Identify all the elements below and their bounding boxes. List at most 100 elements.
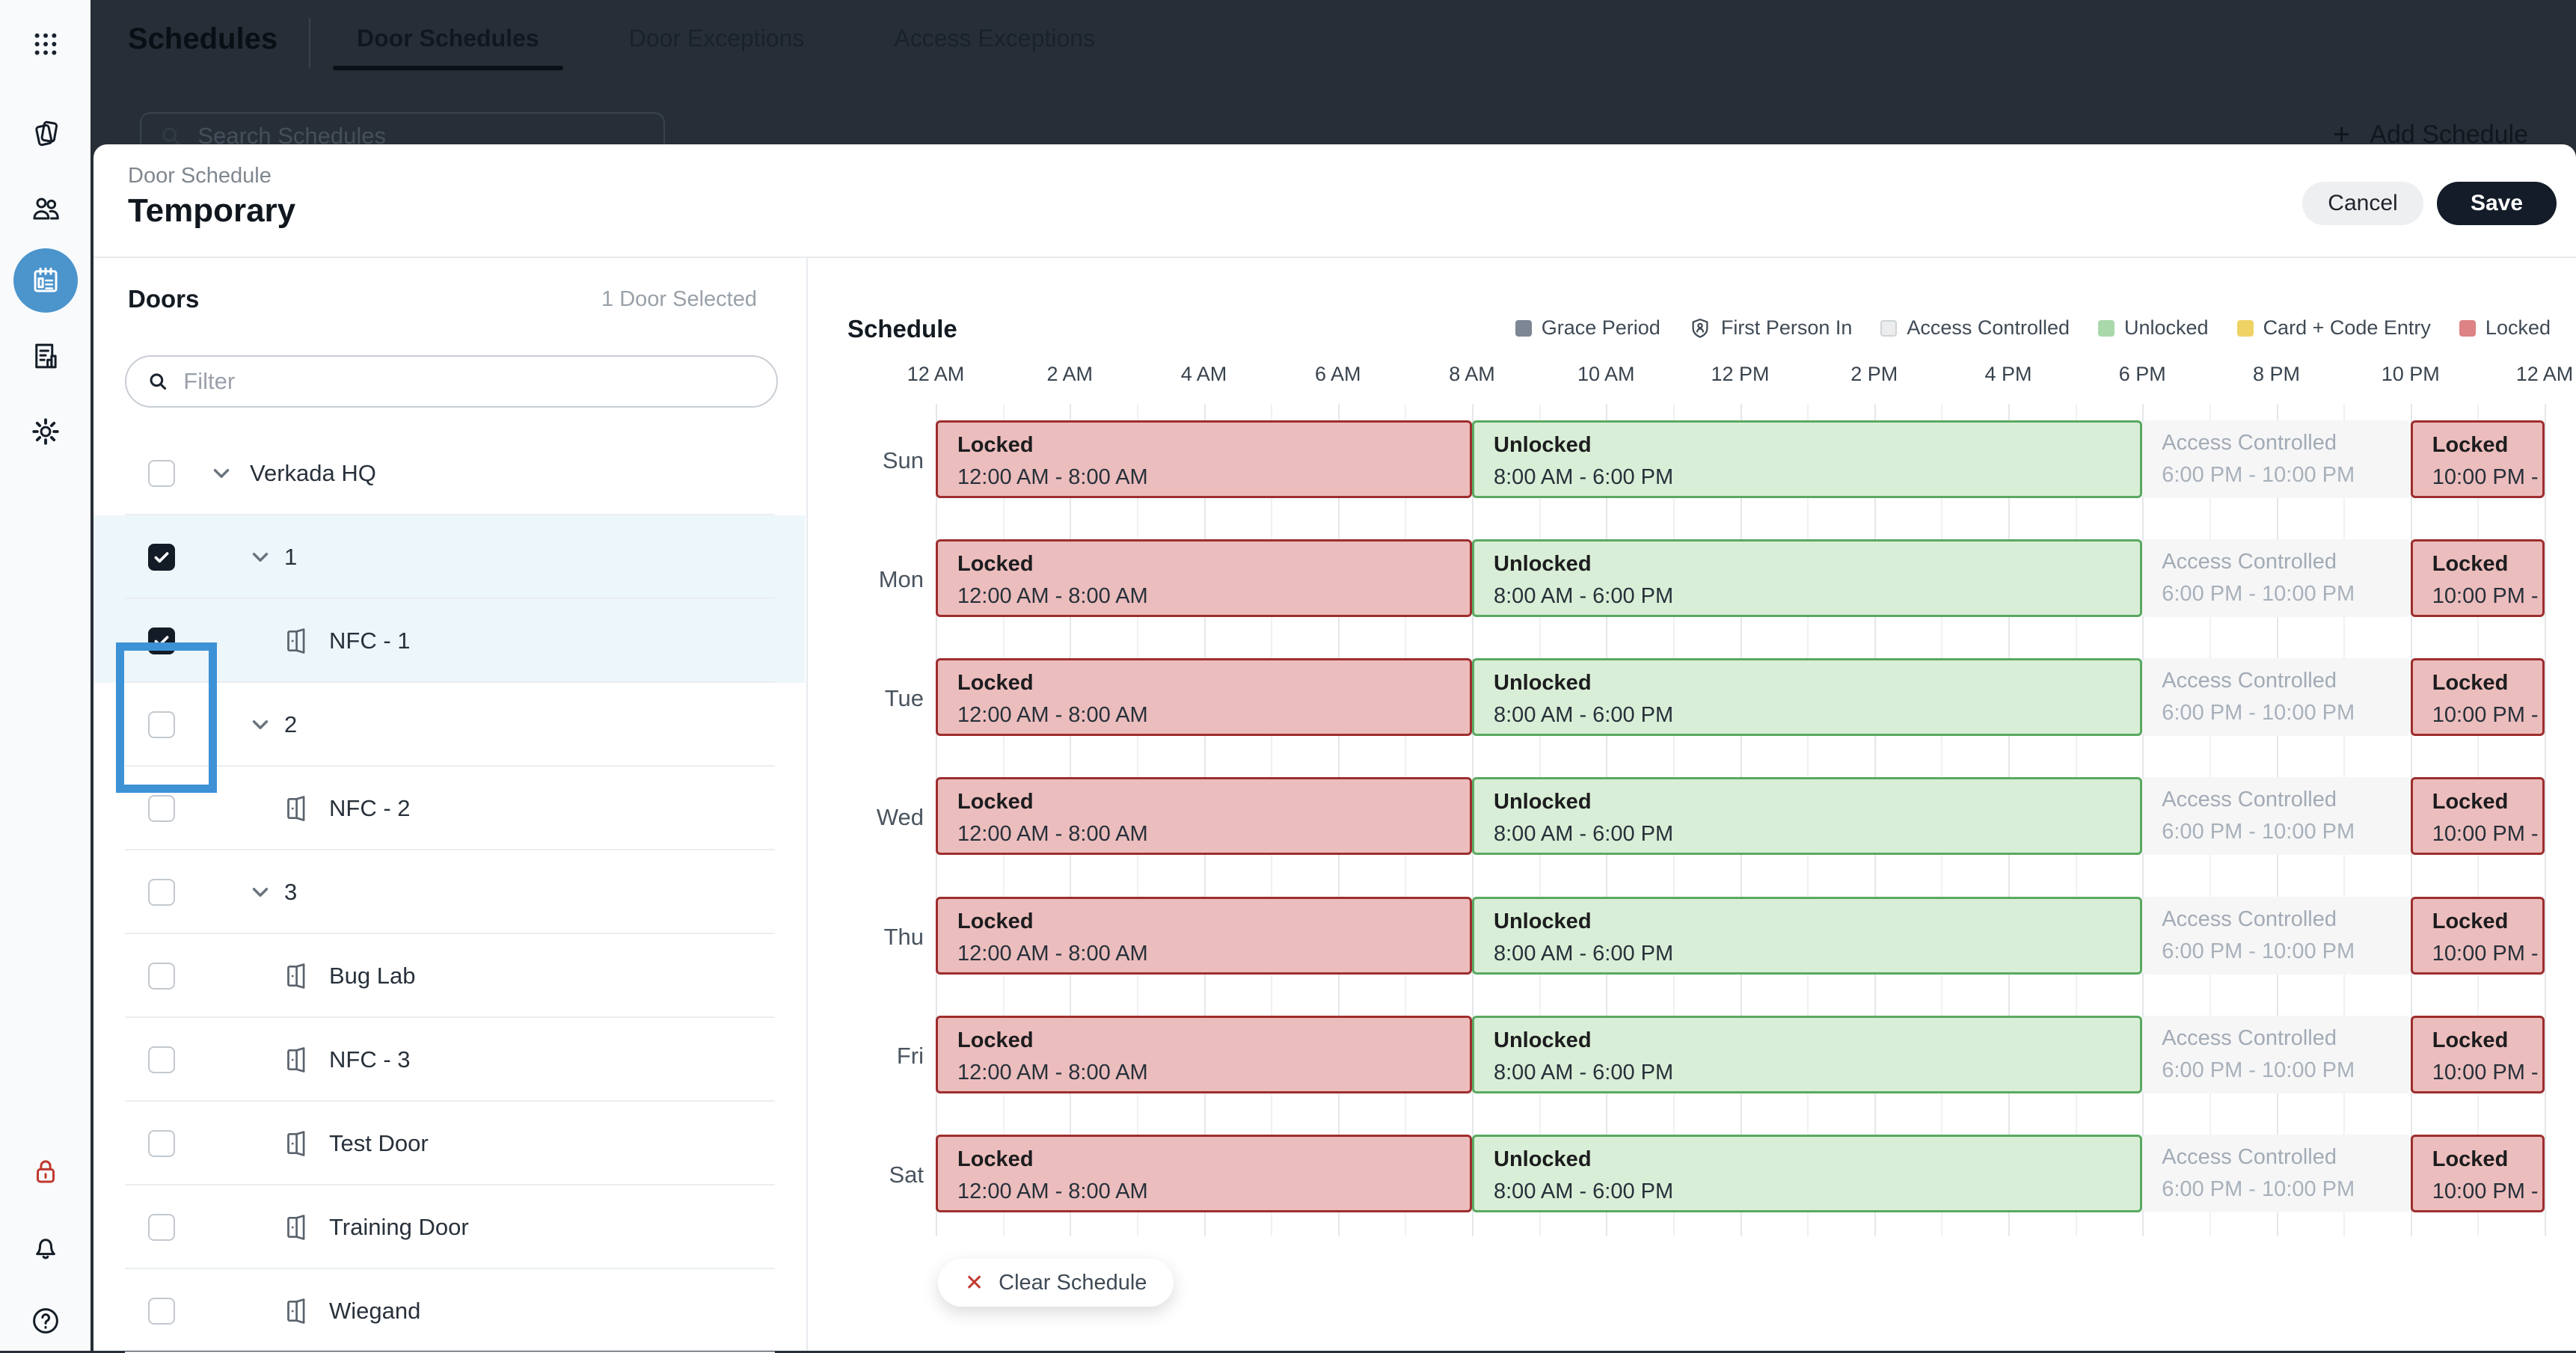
door-filter-box[interactable] bbox=[125, 355, 778, 408]
door-tree-row-nfc---3[interactable]: NFC - 3 bbox=[93, 1018, 805, 1102]
chevron-down-icon[interactable] bbox=[248, 712, 273, 737]
time-tick: 4 AM bbox=[1181, 363, 1227, 386]
door-tree-row-nfc---1[interactable]: NFC - 1 bbox=[93, 599, 805, 683]
day-label-wed: Wed bbox=[809, 804, 924, 831]
door-checkbox[interactable] bbox=[148, 711, 175, 738]
day-label-fri: Fri bbox=[809, 1043, 924, 1070]
notifications-bell-icon[interactable] bbox=[28, 1230, 63, 1264]
block-state-label: Access Controlled bbox=[2162, 1145, 2411, 1170]
block-state-label: Locked bbox=[2432, 671, 2542, 696]
door-checkbox[interactable] bbox=[148, 795, 175, 822]
schedule-name-title: Temporary bbox=[128, 192, 295, 230]
block-time-range: 10:00 PM - 12:00 AM bbox=[2432, 942, 2542, 966]
block-state-label: Unlocked bbox=[1494, 790, 2140, 814]
site-tree-row-3[interactable]: 3 bbox=[93, 850, 805, 934]
block-state-label: Unlocked bbox=[1494, 909, 2140, 934]
clear-schedule-button[interactable]: ✕ Clear Schedule bbox=[938, 1259, 1174, 1307]
door-tree: Verkada HQ 1 NFC - 1 2 NFC - 2 3 Bug Lab NFC - … bbox=[93, 432, 806, 1351]
calendar-icon[interactable] bbox=[13, 248, 78, 313]
site-tree-row-verkada-hq[interactable]: Verkada HQ bbox=[93, 432, 805, 515]
chevron-down-icon[interactable] bbox=[209, 461, 234, 486]
door-tree-row-training-door[interactable]: Training Door bbox=[93, 1185, 805, 1269]
day-label-mon: Mon bbox=[809, 566, 924, 593]
door-checkbox[interactable] bbox=[148, 460, 175, 487]
door-checkbox[interactable] bbox=[148, 879, 175, 906]
legend-item-locked: Locked bbox=[2459, 316, 2551, 340]
time-tick: 8 AM bbox=[1449, 363, 1495, 386]
schedule-block-sat-locked-3[interactable]: Locked 10:00 PM - 12:00 AM bbox=[2411, 1135, 2545, 1212]
door-checkbox[interactable] bbox=[148, 628, 175, 654]
site-tree-row-2[interactable]: 2 bbox=[93, 683, 805, 767]
tree-row-label: NFC - 3 bbox=[329, 1046, 411, 1073]
door-checkbox[interactable] bbox=[148, 1130, 175, 1157]
block-state-label: Access Controlled bbox=[2162, 788, 2411, 812]
door-tree-row-bug-lab[interactable]: Bug Lab bbox=[93, 934, 805, 1018]
door-tree-row-wiegand[interactable]: Wiegand bbox=[93, 1269, 805, 1353]
block-time-range: 10:00 PM - 12:00 AM bbox=[2432, 822, 2542, 847]
legend-item-grace-period: Grace Period bbox=[1515, 316, 1660, 340]
chevron-down-icon[interactable] bbox=[248, 544, 273, 570]
tree-row-label: 1 bbox=[284, 544, 297, 571]
door-checkbox[interactable] bbox=[148, 963, 175, 990]
block-state-label: Locked bbox=[2432, 1147, 2542, 1172]
settings-gear-icon[interactable] bbox=[28, 414, 63, 449]
door-checkbox[interactable] bbox=[148, 1214, 175, 1241]
tree-row-label: NFC - 2 bbox=[329, 795, 411, 822]
tab-access-exceptions[interactable]: Access Exceptions bbox=[870, 6, 1119, 70]
door-tree-row-test-door[interactable]: Test Door bbox=[93, 1102, 805, 1185]
block-time-range: 10:00 PM - 12:00 AM bbox=[2432, 1179, 2542, 1204]
save-button[interactable]: Save bbox=[2437, 182, 2557, 225]
site-tree-row-1[interactable]: 1 bbox=[93, 515, 805, 599]
block-time-range: 12:00 AM - 8:00 AM bbox=[957, 1179, 1470, 1204]
door-checkbox[interactable] bbox=[148, 544, 175, 571]
help-icon[interactable] bbox=[28, 1304, 63, 1338]
legend-label: Grace Period bbox=[1542, 316, 1660, 340]
door-checkbox[interactable] bbox=[148, 1046, 175, 1073]
users-icon[interactable] bbox=[28, 191, 63, 225]
block-state-label: Unlocked bbox=[1494, 671, 2140, 696]
legend-label: Card + Code Entry bbox=[2263, 316, 2431, 340]
door-checkbox[interactable] bbox=[148, 1298, 175, 1325]
door-filter-input[interactable] bbox=[182, 367, 755, 396]
tab-door-schedules[interactable]: Door Schedules bbox=[333, 6, 563, 70]
badge-cards-icon[interactable] bbox=[28, 116, 63, 150]
tab-door-exceptions[interactable]: Door Exceptions bbox=[605, 6, 829, 70]
cancel-button[interactable]: Cancel bbox=[2302, 182, 2423, 225]
apps-grid-icon[interactable] bbox=[28, 27, 63, 61]
tree-row-label: NFC - 1 bbox=[329, 628, 411, 654]
doors-heading: Doors bbox=[128, 285, 199, 313]
chevron-down-icon[interactable] bbox=[248, 880, 273, 905]
report-icon[interactable] bbox=[28, 339, 63, 373]
tree-row-label: 3 bbox=[284, 879, 297, 906]
block-state-label: Unlocked bbox=[1494, 1147, 2140, 1172]
lockdown-lock-icon[interactable] bbox=[28, 1154, 63, 1188]
door-tree-row-nfc---2[interactable]: NFC - 2 bbox=[93, 767, 805, 850]
